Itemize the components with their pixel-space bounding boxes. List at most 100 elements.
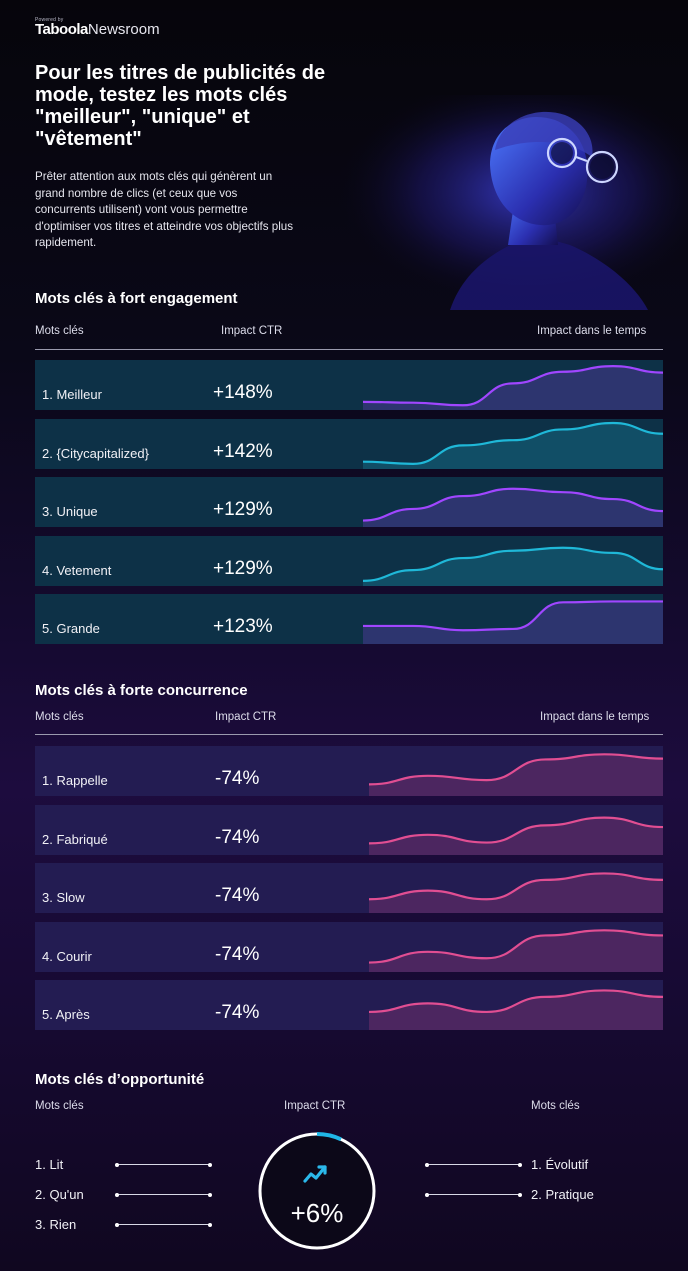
trend-area (363, 422, 663, 469)
keyword-label: 4. Vetement (42, 562, 112, 578)
trend-chart (35, 418, 663, 469)
impact-value: +129% (213, 557, 273, 579)
trend-chart (35, 477, 663, 527)
trend-area (363, 488, 663, 527)
section-title-opportunity: Mots clés d’opportunité (35, 1071, 205, 1088)
connector-line (117, 1164, 210, 1165)
keyword-row: 2. {Citycapitalized} +142% (35, 418, 663, 469)
impact-value: -74% (215, 768, 260, 789)
trend-chart (35, 804, 663, 855)
keyword-label: 3. Slow (42, 890, 85, 905)
trend-line (368, 753, 663, 786)
connector-dot (115, 1222, 119, 1227)
impact-value: +123% (213, 616, 273, 637)
impact-value: +129% (213, 499, 273, 520)
connector-dot (518, 1192, 522, 1197)
ctr-ring-gauge: +6% (258, 1132, 376, 1250)
opportunity-keyword: 2. Pratique (531, 1187, 594, 1202)
opportunity-col-right: Mots clés (531, 1100, 580, 1112)
opportunity-col-left: Mots clés (35, 1100, 84, 1112)
connector-dot (425, 1192, 429, 1197)
impact-value: -74% (215, 943, 260, 965)
keyword-row: 5. Grande +123% (35, 594, 663, 644)
row-background (35, 804, 663, 855)
logo-product: Newsroom (87, 21, 160, 38)
trend-chart (35, 594, 663, 644)
connector-line (117, 1224, 210, 1225)
trend-area (363, 601, 663, 644)
opportunity-keyword: 3. Rien (35, 1217, 77, 1232)
trend-line (368, 928, 663, 964)
trend-line (362, 365, 663, 407)
keyword-label: 5. Après (42, 1007, 90, 1022)
connector-line (427, 1194, 520, 1195)
row-background (35, 746, 663, 796)
opportunity-keyword: 1. Évolutif (531, 1157, 589, 1172)
keyword-label: 5. Grande (42, 621, 100, 636)
row-background (35, 980, 663, 1030)
keyword-row: 2. Fabriqué -74% (35, 804, 663, 855)
keyword-row: 3. Slow -74% (35, 863, 663, 913)
connector-dot (208, 1222, 212, 1227)
keyword-label: 3. Unique (42, 504, 98, 519)
row-background (35, 418, 663, 469)
impact-value: +142% (213, 440, 273, 462)
connector-line (427, 1164, 520, 1165)
trend-chart (35, 535, 663, 586)
opportunity-col-center: Impact CTR (284, 1100, 346, 1112)
competition-header-divider (35, 734, 663, 735)
keyword-row: 3. Unique +129% (35, 477, 663, 527)
trend-chart (35, 980, 663, 1030)
keyword-row: 4. Vetement +129% (35, 535, 663, 586)
keyword-label: 2. Fabriqué (42, 831, 108, 847)
impact-value: +148% (213, 382, 273, 403)
trend-line (362, 487, 663, 522)
page-headline: Pour les titres de publicités de mode, t… (35, 62, 326, 150)
connector-dot (115, 1162, 119, 1167)
row-background (35, 921, 663, 972)
trend-area (369, 929, 663, 972)
trend-area (363, 366, 663, 410)
trending-up-icon (303, 1165, 327, 1183)
competition-col-impact: Impact CTR (215, 711, 277, 723)
connector-dot (208, 1192, 212, 1197)
keyword-row: 4. Courir -74% (35, 921, 663, 972)
row-background (35, 863, 663, 913)
hero-portrait-image (330, 95, 688, 310)
engagement-col-trend: Impact dans le temps (537, 325, 647, 337)
connector-dot (518, 1162, 522, 1167)
row-background (35, 360, 663, 410)
taboola-newsroom-logo: TaboolaNewsroom (35, 21, 160, 38)
trend-line (362, 421, 663, 465)
connector-line (117, 1194, 210, 1195)
trend-line (363, 600, 663, 632)
trend-line (368, 815, 663, 844)
trend-line (368, 989, 663, 1014)
trend-chart (35, 360, 663, 410)
trend-chart (35, 863, 663, 913)
trend-area (363, 547, 663, 586)
trend-line (362, 546, 663, 582)
engagement-col-impact: Impact CTR (221, 325, 283, 337)
keyword-row: 1. Meilleur +148% (35, 360, 663, 410)
keyword-row: 5. Après -74% (35, 980, 663, 1030)
logo-brand: Taboola (35, 21, 88, 38)
competition-col-trend: Impact dans le temps (540, 711, 650, 723)
ctr-ring-value: +6% (291, 1198, 344, 1228)
trend-line (368, 872, 663, 901)
section-title-engagement: Mots clés à fort engagement (35, 290, 238, 307)
trend-area (369, 754, 663, 796)
trend-chart (35, 921, 663, 972)
engagement-header-divider (35, 349, 663, 350)
keyword-row: 1. Rappelle -74% (35, 746, 663, 796)
intro-paragraph: Prêter attention aux mots clés qui génèr… (35, 170, 294, 249)
powered-by-label: Powered by (35, 17, 64, 23)
engagement-col-keywords: Mots clés (35, 325, 84, 337)
keyword-label: 1. Rappelle (42, 773, 108, 788)
opportunity-keyword: 2. Qu'un (35, 1187, 84, 1202)
trend-chart (35, 746, 663, 796)
keyword-label: 4. Courir (42, 948, 92, 964)
row-background (35, 535, 663, 586)
impact-value: -74% (215, 826, 260, 848)
connector-dot (115, 1192, 119, 1197)
